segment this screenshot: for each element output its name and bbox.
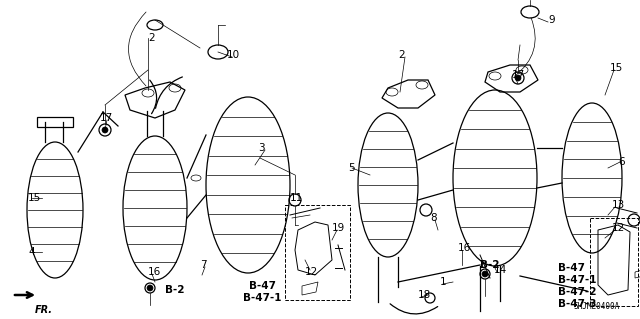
Text: 9: 9 — [548, 15, 555, 25]
Text: 12: 12 — [612, 223, 625, 233]
Text: 15: 15 — [610, 63, 623, 73]
Ellipse shape — [147, 285, 153, 291]
Text: 15: 15 — [28, 193, 41, 203]
Bar — [37, 117, 73, 127]
Text: 4: 4 — [28, 247, 35, 257]
Text: 16: 16 — [148, 267, 161, 277]
Text: 11: 11 — [290, 193, 303, 203]
Text: FR.: FR. — [35, 305, 53, 315]
Text: 13: 13 — [612, 200, 625, 210]
Text: 16: 16 — [458, 243, 471, 253]
Text: 8: 8 — [430, 213, 436, 223]
Text: 18: 18 — [418, 290, 431, 300]
Text: B-47-1: B-47-1 — [243, 293, 281, 303]
Text: SHJME0400A: SHJME0400A — [573, 302, 620, 311]
Text: B-47-3: B-47-3 — [558, 299, 596, 309]
Text: 19: 19 — [332, 223, 345, 233]
Bar — [285, 205, 350, 300]
Text: 5: 5 — [348, 163, 355, 173]
Text: 3: 3 — [258, 143, 264, 153]
Ellipse shape — [482, 271, 488, 277]
Text: 7: 7 — [200, 260, 207, 270]
Text: 12: 12 — [305, 267, 318, 277]
Text: 10: 10 — [227, 50, 240, 60]
Text: 17: 17 — [512, 70, 525, 80]
Ellipse shape — [515, 75, 521, 81]
Text: B-47: B-47 — [248, 281, 275, 291]
Text: B-47: B-47 — [558, 263, 585, 273]
Text: B-2: B-2 — [480, 260, 499, 270]
Ellipse shape — [191, 175, 201, 181]
Text: B-2: B-2 — [165, 285, 185, 295]
Text: 17: 17 — [100, 113, 113, 123]
Text: 2: 2 — [148, 33, 155, 43]
Bar — [590, 218, 638, 306]
Text: 14: 14 — [494, 265, 508, 275]
Text: B-47-1: B-47-1 — [558, 275, 596, 285]
Text: 1: 1 — [440, 277, 447, 287]
Text: 2: 2 — [398, 50, 404, 60]
Text: B-47-2: B-47-2 — [558, 287, 596, 297]
Text: 6: 6 — [618, 157, 625, 167]
Ellipse shape — [102, 127, 108, 133]
